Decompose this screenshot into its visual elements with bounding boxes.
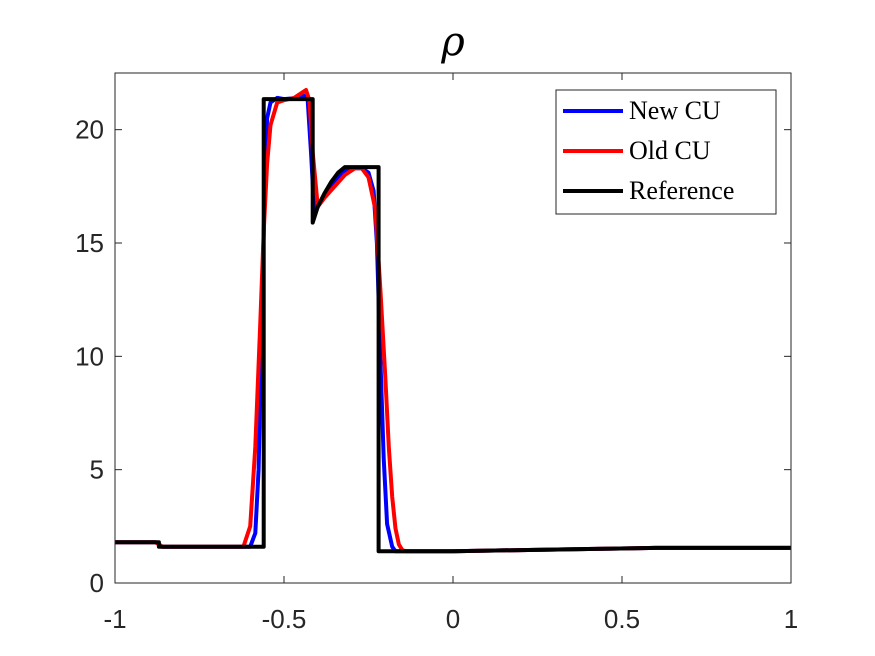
series-line-reference (115, 97, 791, 554)
axes-box (114, 72, 792, 584)
y-tick-label: 20 (75, 115, 104, 145)
series-line-old-cu (115, 88, 791, 554)
series-layer (115, 88, 791, 554)
x-tick-label: 0 (446, 604, 460, 634)
y-tick-label: 10 (75, 341, 104, 371)
y-tick-label: 5 (90, 455, 104, 485)
x-tick-label: -0.5 (262, 604, 307, 634)
x-tick-label: 1 (784, 604, 798, 634)
x-tick-label: 0.5 (604, 604, 640, 634)
legend-label-old-cu: Old CU (629, 136, 711, 165)
x-tick-label: -1 (103, 604, 126, 634)
legend-label-reference: Reference (629, 176, 734, 205)
y-tick-label: 0 (90, 568, 104, 598)
legend-label-new-cu: New CU (629, 96, 721, 125)
chart-title: ρ (440, 19, 465, 65)
y-tick-label: 15 (75, 228, 104, 258)
legend: New CU Old CU Reference (555, 89, 777, 215)
